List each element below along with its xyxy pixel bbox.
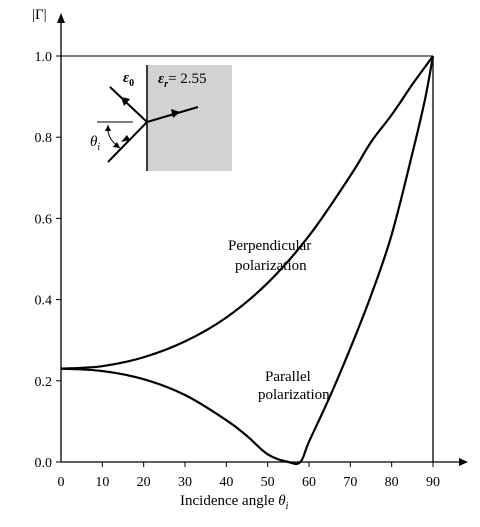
x-tick-label: 20 [137, 475, 151, 490]
tick-labels: 0 10 20 30 40 50 60 70 80 90 0.0 0.2 0.4 0.6 0.8 1.0 [35, 50, 441, 490]
x-tick-label: 30 [178, 475, 192, 490]
perpendicular-label-line1: Perpendicular [228, 238, 311, 254]
transmitted-arrow [171, 109, 180, 118]
y-axis-title: |Γ| [32, 7, 47, 23]
angle-arc-arrow [113, 142, 120, 148]
x-tick-label: 90 [426, 475, 440, 490]
y-tick-label: 0.2 [35, 375, 53, 390]
parallel-curve [60, 55, 435, 466]
y-tick-label: 1.0 [35, 50, 53, 65]
parallel-label-line1: Parallel [265, 369, 311, 385]
incident-ray [107, 121, 148, 163]
y-tick-label: 0.0 [35, 456, 53, 471]
x-tick-label: 50 [261, 475, 275, 490]
x-tick-label: 70 [343, 475, 357, 490]
y-tick-label: 0.8 [35, 131, 53, 146]
y-tick-label: 0.4 [35, 294, 53, 309]
dielectric-label: εr= 2.55 [158, 71, 207, 90]
incident-arrow [121, 135, 130, 142]
x-tick-label: 60 [302, 475, 316, 490]
angle-arc-arrow-top [105, 125, 111, 131]
y-tick-label: 0.6 [35, 212, 53, 227]
inset-diagram: ε0 εr= 2.55 θi [90, 65, 232, 171]
angle-theta-label: θi [90, 134, 100, 153]
perpendicular-label-line2: polarization [235, 258, 307, 274]
x-axis-arrow [459, 458, 468, 466]
x-tick-label: 0 [58, 475, 65, 490]
x-axis-title: Incidence angle θi [180, 493, 289, 512]
reflected-ray [109, 86, 148, 123]
reflected-arrow [121, 97, 130, 106]
x-tick-label: 80 [385, 475, 399, 490]
perpendicular-curve [60, 55, 434, 370]
medium-epsilon-label: ε0 [123, 70, 134, 89]
x-tick-label: 40 [219, 475, 233, 490]
parallel-label-line2: polarization [258, 387, 330, 403]
y-axis-arrow [57, 13, 65, 23]
series-curves [60, 55, 435, 466]
x-tick-label: 10 [95, 475, 109, 490]
axes [57, 13, 468, 466]
